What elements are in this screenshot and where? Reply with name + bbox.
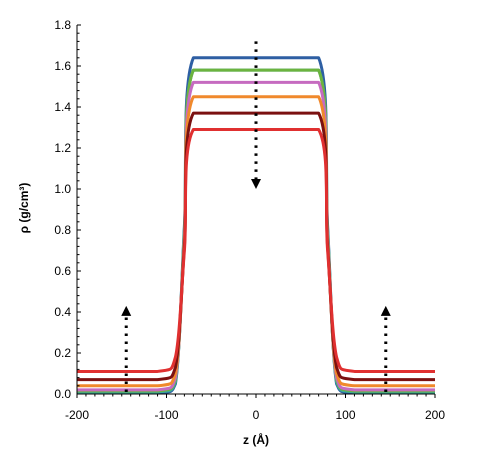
series-line-6 <box>77 111 435 382</box>
y-tick-label: 1.4 <box>54 100 71 114</box>
y-tick-label: 0.4 <box>54 305 71 319</box>
series-line-2 <box>77 68 435 394</box>
y-tick-label: 0.0 <box>54 387 71 401</box>
series-line-7 <box>77 128 435 373</box>
y-tick-label: 1.6 <box>54 59 71 73</box>
y-axis-title: ρ (g/cm³) <box>17 183 31 234</box>
x-tick-label: 200 <box>425 408 445 422</box>
y-tick-label: 0.2 <box>54 346 71 360</box>
x-axis-title: z (Å) <box>243 432 269 447</box>
axes-layer: 0.0 0.2 0.4 0.6 0.8 1.0 1.2 1.4 1.6 1.8 -200 -100 0 1… <box>54 18 445 422</box>
arrow-head-icon <box>121 305 132 316</box>
y-tick-label: 1.2 <box>54 141 71 155</box>
dotted-arrow-up <box>380 305 391 392</box>
arrow-head-icon <box>251 179 261 189</box>
series-line-1 <box>77 56 435 394</box>
x-tick-label: 0 <box>253 408 260 422</box>
x-tick-label: -100 <box>154 408 178 422</box>
y-tick-label: 0.8 <box>54 223 71 237</box>
y-tick-label: 1.0 <box>54 182 71 196</box>
y-tick-label: 1.8 <box>54 18 71 32</box>
dotted-arrow-down <box>251 41 261 189</box>
annotation-layer <box>121 41 391 392</box>
series-layer <box>77 56 435 394</box>
x-tick-label: -200 <box>65 408 89 422</box>
x-tick-label: 100 <box>335 408 355 422</box>
series-line-5 <box>77 95 435 388</box>
arrow-head-icon <box>380 305 391 316</box>
dotted-arrow-up <box>121 305 132 392</box>
series-line-3 <box>77 68 435 393</box>
y-tick-label: 0.6 <box>54 264 71 278</box>
